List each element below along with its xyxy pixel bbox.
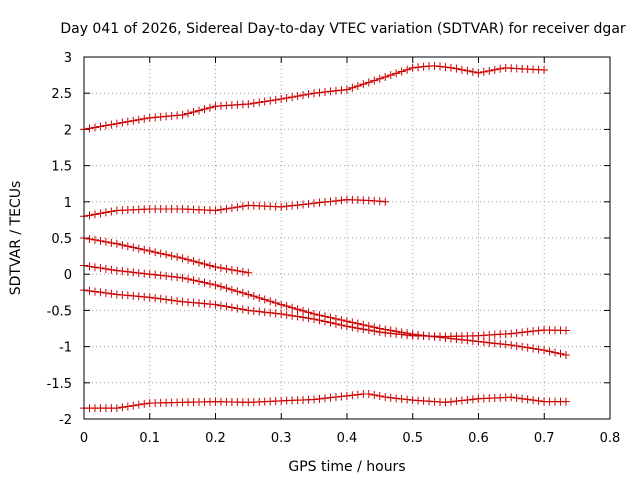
y-tick-label: 1.5 bbox=[51, 160, 72, 175]
x-axis-label: GPS time / hours bbox=[288, 459, 405, 475]
series-layer bbox=[80, 61, 570, 413]
series-6 bbox=[80, 390, 570, 413]
y-tick-label: -0.5 bbox=[47, 304, 72, 319]
x-tick-label: 0.6 bbox=[468, 431, 489, 446]
x-tick-label: 0.1 bbox=[139, 431, 160, 446]
series-3-trace bbox=[83, 237, 249, 274]
y-axis-label: SDTVAR / TECUs bbox=[8, 181, 24, 296]
series-6-trace bbox=[84, 393, 566, 409]
y-tick-label: -2 bbox=[59, 413, 72, 428]
x-tick-label: 0.5 bbox=[402, 431, 423, 446]
x-tick-label: 0.2 bbox=[205, 431, 226, 446]
y-tick-label: -1.5 bbox=[47, 377, 72, 392]
y-tick-label: 0 bbox=[64, 268, 72, 283]
y-tick-label: -1 bbox=[59, 341, 72, 356]
x-tick-label: 0.7 bbox=[534, 431, 555, 446]
y-tick-label: 3 bbox=[64, 51, 72, 66]
series-5-trace bbox=[83, 289, 566, 337]
series-1-trace bbox=[83, 65, 545, 130]
series-2-trace bbox=[83, 199, 386, 217]
series-3 bbox=[80, 234, 253, 277]
y-tick-label: 1 bbox=[64, 196, 72, 211]
series-1 bbox=[80, 61, 549, 134]
chart-title: Day 041 of 2026, Sidereal Day-to-day VTE… bbox=[60, 21, 626, 37]
y-tick-label: 0.5 bbox=[51, 232, 72, 247]
x-tick-label: 0 bbox=[80, 431, 88, 446]
data-point bbox=[561, 351, 570, 360]
series-4-trace bbox=[83, 265, 567, 356]
x-tick-label: 0.8 bbox=[600, 431, 621, 446]
tick-labels: 0 0.1 0.2 0.3 0.4 0.5 0.6 0.7 0.8 -2 -1.5 -1 -0.5 0 0.… bbox=[47, 51, 621, 446]
x-tick-label: 0.4 bbox=[337, 431, 358, 446]
y-tick-label: 2 bbox=[64, 123, 72, 138]
x-tick-label: 0.3 bbox=[271, 431, 292, 446]
y-tick-label: 2.5 bbox=[51, 87, 72, 102]
plot-frame bbox=[83, 56, 611, 420]
series-5 bbox=[80, 286, 570, 341]
